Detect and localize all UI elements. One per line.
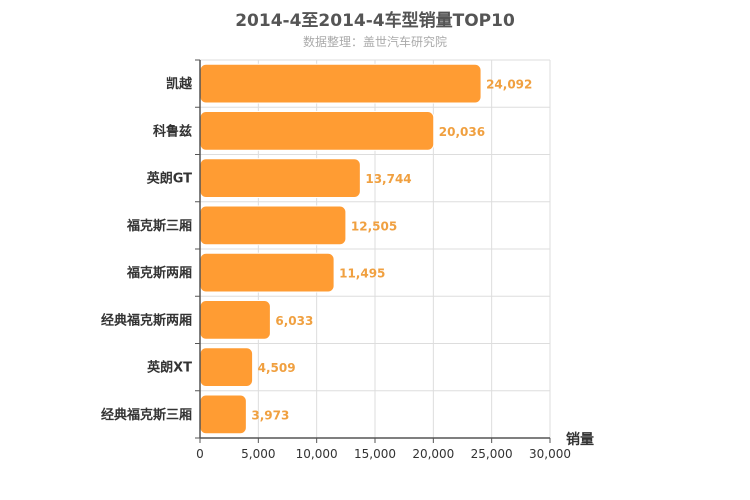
category-label: 科鲁兹 xyxy=(153,123,192,139)
bar[interactable] xyxy=(199,158,361,198)
bars-layer: 24,092 20,036 13,744 12,505 11,495 6,033 4,509… xyxy=(199,63,532,435)
bar[interactable] xyxy=(199,394,247,435)
value-label: 12,505 xyxy=(351,219,397,233)
bar[interactable] xyxy=(199,63,482,104)
category-label: 凯越 xyxy=(166,76,193,92)
value-label: 24,092 xyxy=(486,78,532,92)
category-label: 经典福克斯三厢 xyxy=(101,407,192,423)
value-label: 13,744 xyxy=(365,172,411,186)
category-label: 福克斯两厢 xyxy=(126,265,192,281)
bar[interactable] xyxy=(199,252,335,293)
x-tick-label: 25,000 xyxy=(471,447,513,461)
chart-title: 2014-4至2014-4车型销量TOP10 xyxy=(235,11,515,31)
x-tick-label: 15,000 xyxy=(354,447,396,461)
value-label: 11,495 xyxy=(339,267,385,281)
category-label: 经典福克斯两厢 xyxy=(101,312,192,328)
category-label: 英朗XT xyxy=(146,360,192,376)
x-tick-label: 20,000 xyxy=(412,447,454,461)
x-tick-label: 0 xyxy=(196,447,204,461)
value-label: 3,973 xyxy=(251,408,289,422)
value-label: 20,036 xyxy=(439,125,485,139)
x-tick-label: 5,000 xyxy=(241,447,275,461)
x-axis-title: 销量 xyxy=(566,431,594,448)
x-tick-label: 30,000 xyxy=(529,447,571,461)
value-label: 4,509 xyxy=(258,361,296,375)
bar[interactable] xyxy=(199,347,254,387)
bar[interactable] xyxy=(199,111,435,151)
category-label: 福克斯三厢 xyxy=(126,218,192,234)
bar[interactable] xyxy=(199,300,271,340)
chart-subtitle: 数据整理：盖世汽车研究院 xyxy=(302,35,447,49)
value-label: 6,033 xyxy=(275,314,313,328)
bar[interactable] xyxy=(199,205,347,246)
x-tick-label: 10,000 xyxy=(296,447,338,461)
category-label: 英朗GT xyxy=(146,171,192,187)
